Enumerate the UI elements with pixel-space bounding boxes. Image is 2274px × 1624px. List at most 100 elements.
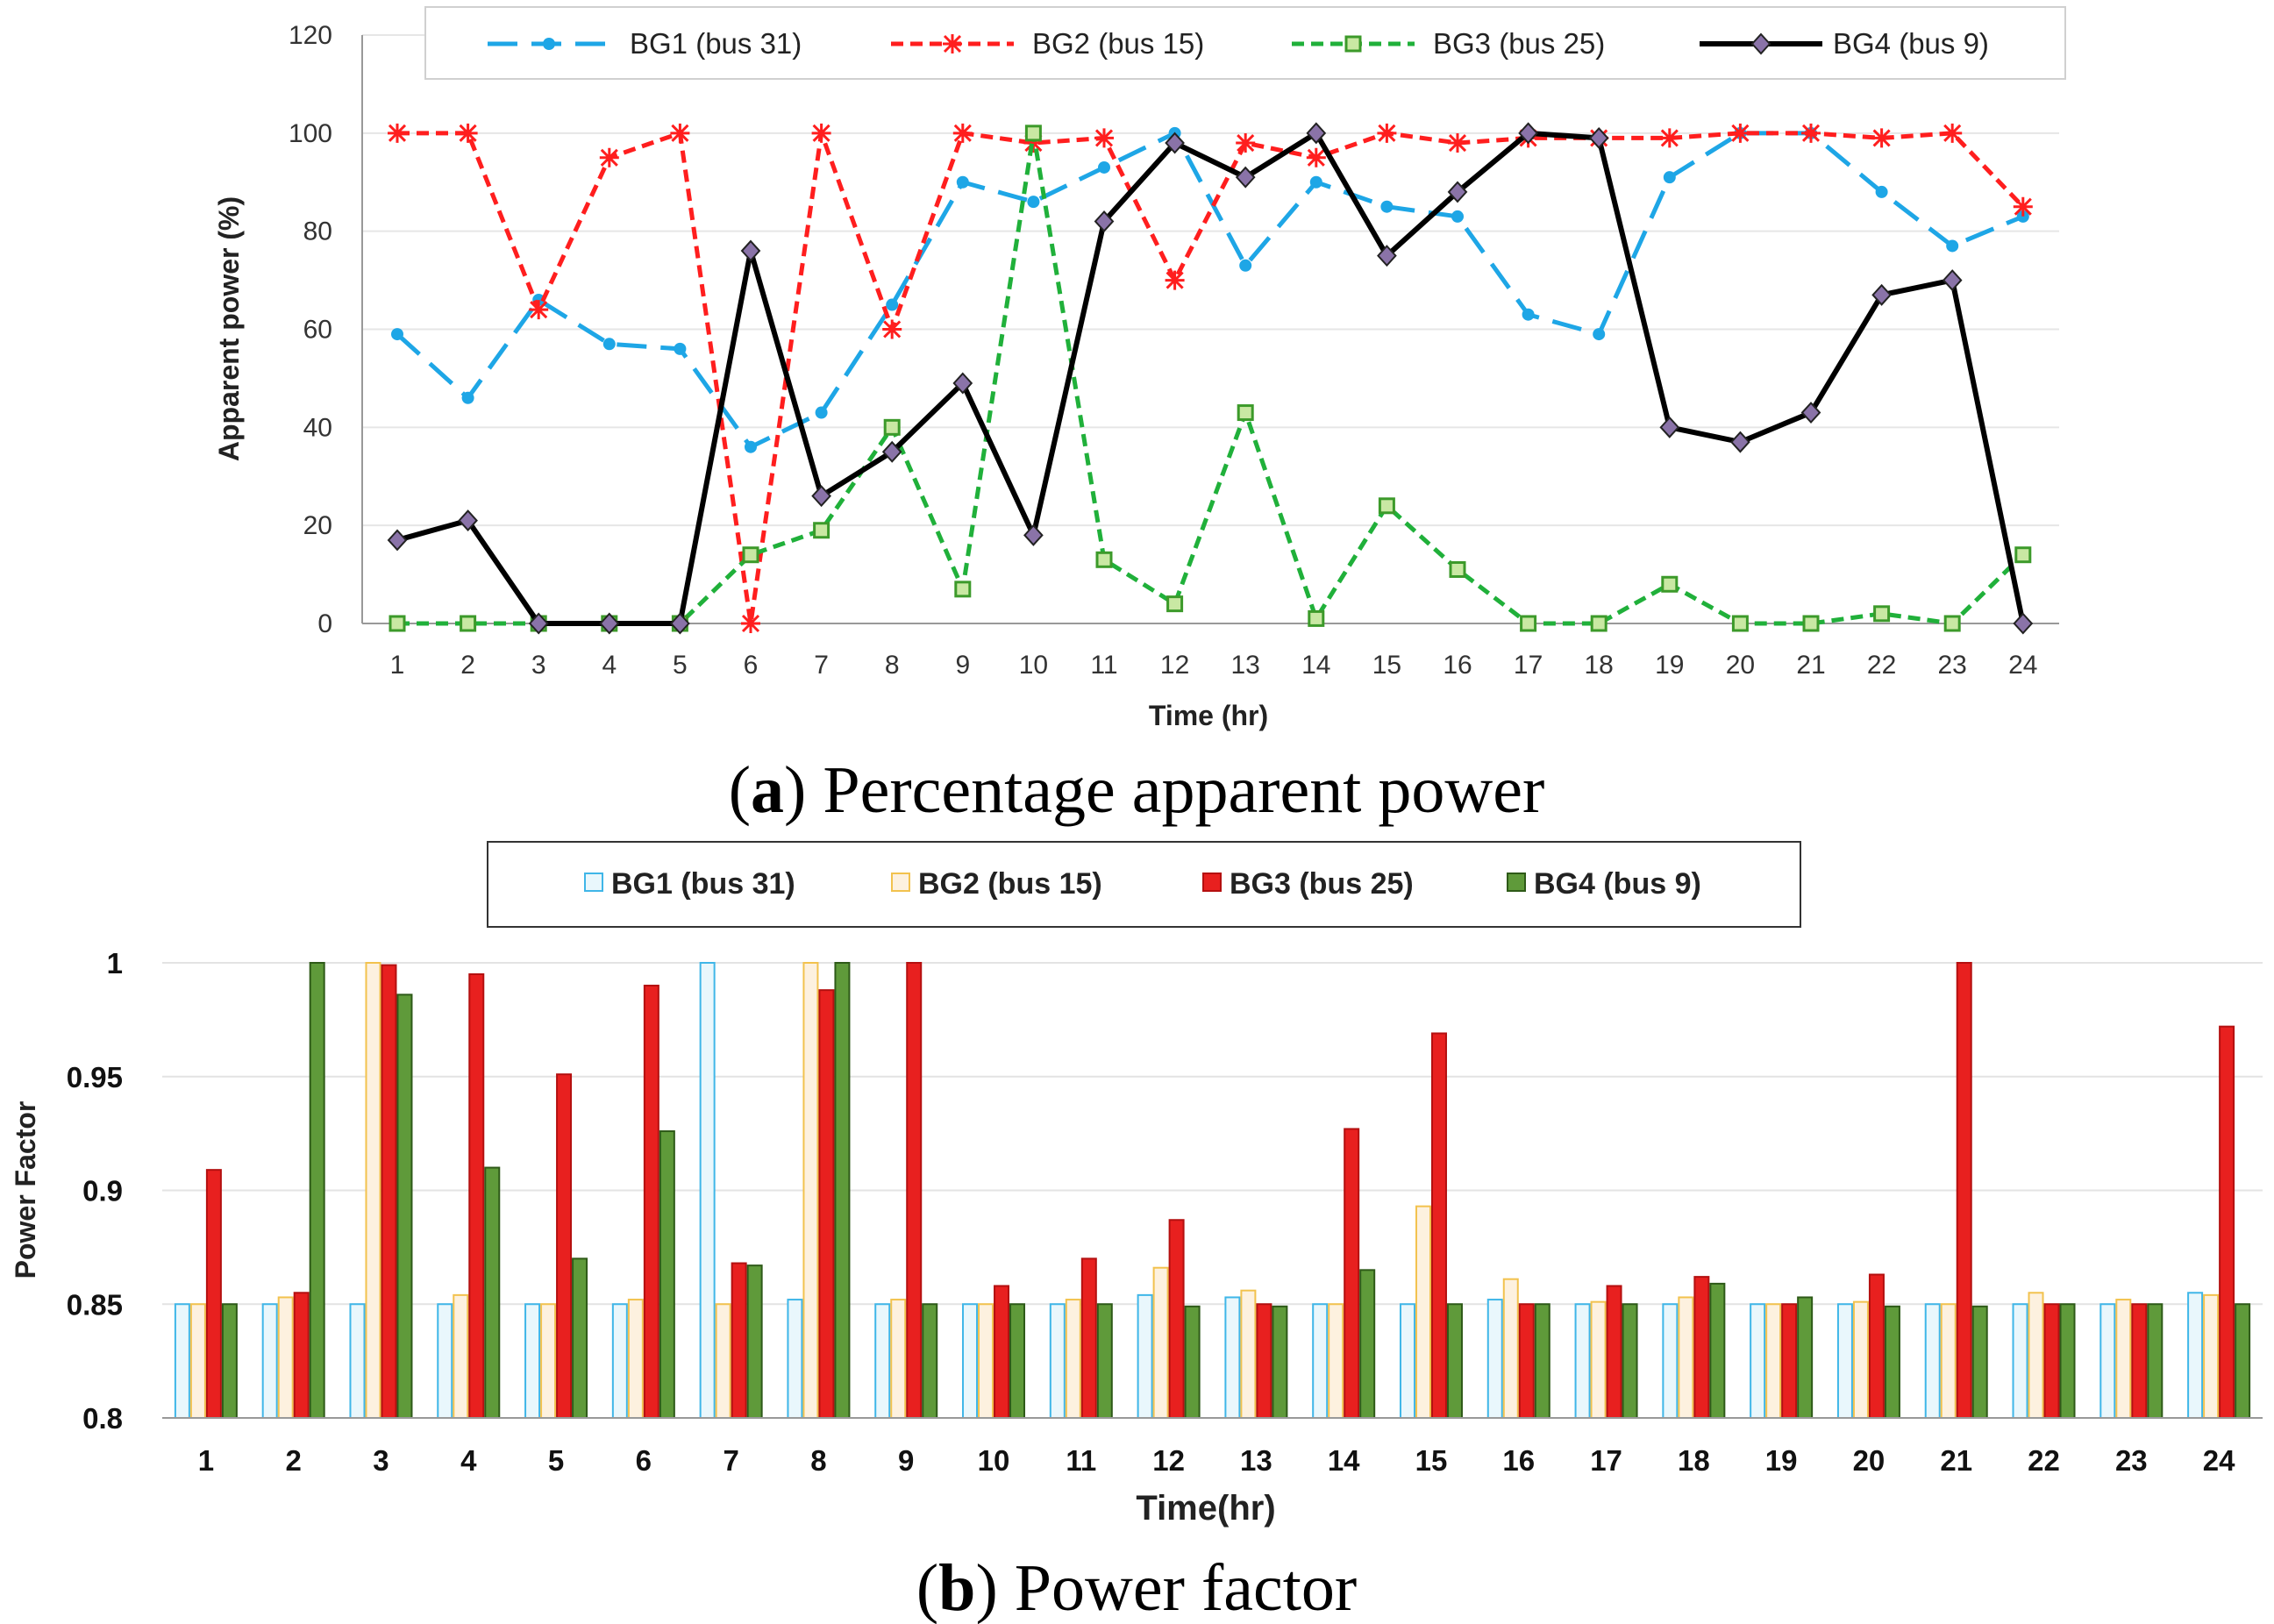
chart-b-bar-2: [1940, 1303, 1957, 1419]
chart-b-bar-2: [2203, 1293, 2220, 1419]
chart-b-bar-3: [2131, 1303, 2148, 1419]
chart-a-data-point: [1451, 210, 1464, 223]
chart-a-legend-label: BG2 (bus 15): [1032, 27, 1204, 60]
chart-b-bar-1: [1750, 1303, 1766, 1419]
chart-b-bar-3: [1606, 1285, 1622, 1419]
chart-a-data-point: [1871, 283, 1892, 306]
chart-b-bar-4: [572, 1257, 588, 1419]
chart-b-bar-2: [2115, 1299, 2132, 1420]
chart-b-bar-4: [922, 1303, 938, 1419]
chart-b-bar-4: [484, 1166, 501, 1420]
chart-b-bar-1: [349, 1303, 366, 1419]
chart-b-bar-1: [1399, 1303, 1415, 1419]
chart-a-data-point: [670, 123, 690, 143]
chart-a-data-point: [811, 123, 831, 143]
chart-a-data-point: [883, 418, 901, 436]
chart-a-x-tick-label: 22: [1867, 651, 1896, 680]
chart-b-bar-4: [2235, 1303, 2251, 1419]
chart-a-y-tick-label: 60: [303, 316, 332, 345]
chart-b-legend-swatch: [584, 873, 603, 892]
chart-b-x-tick-label: 16: [1502, 1444, 1535, 1477]
chart-b-x-tick-label: 7: [723, 1444, 738, 1477]
chart-b-bar-1: [1836, 1303, 1853, 1419]
chart-b-bar-2: [1415, 1205, 1431, 1420]
chart-b-legend-box: [487, 841, 1801, 928]
chart-b-legend-label: BG1 (bus 31): [611, 867, 795, 901]
chart-b-bar-3: [1344, 1128, 1360, 1420]
chart-b-legend-item: BG3 (bus 25): [1202, 867, 1414, 901]
chart-a-data-point: [1800, 402, 1821, 424]
chart-b-bar-2: [1152, 1266, 1169, 1419]
chart-b-bar-1: [261, 1303, 278, 1419]
chart-b-legend-item: BG4 (bus 9): [1507, 867, 1701, 901]
chart-a-data-point: [2013, 612, 2034, 635]
chart-a-data-point: [1802, 615, 1820, 632]
chart-a-data-point: [529, 300, 549, 320]
chart-b-bar-4: [221, 1303, 238, 1419]
chart-a-data-point: [745, 440, 757, 453]
chart-b-bar-3: [1868, 1273, 1885, 1420]
chart-b-bar-1: [1224, 1296, 1241, 1419]
chart-a-x-tick-label: 1: [390, 651, 405, 680]
chart-a-data-point: [740, 239, 761, 262]
chart-a-data-point: [1448, 133, 1467, 153]
chart-b-x-tick-label: 4: [460, 1444, 477, 1477]
chart-b-x-tick-label: 6: [636, 1444, 652, 1477]
chart-b-legend-swatch: [1202, 873, 1222, 892]
chart-a-y-axis-label: Apparent power (%): [213, 196, 245, 461]
chart-b-x-tick-label: 14: [1328, 1444, 1360, 1477]
chart-a-data-point: [1377, 123, 1397, 143]
chart-b-x-tick-label: 2: [286, 1444, 302, 1477]
chart-a-data-point: [461, 391, 474, 404]
chart-a-x-tick-label: 9: [955, 651, 970, 680]
chart-a-data-point: [1447, 181, 1468, 203]
chart-a-data-point: [1306, 122, 1327, 145]
chart-a-data-point: [1588, 126, 1609, 149]
chart-b-bar-2: [189, 1303, 206, 1419]
chart-a-data-point: [1593, 328, 1606, 341]
chart-b-bar-2: [1502, 1278, 1519, 1419]
chart-a-data-point: [1378, 497, 1395, 515]
chart-b-bars: [174, 962, 2251, 1420]
chart-a-data-point: [1380, 200, 1394, 213]
chart-b-bar-2: [1590, 1300, 1607, 1420]
chart-b-x-tick-label: 1: [198, 1444, 214, 1477]
chart-b-bar-4: [1797, 1296, 1814, 1419]
chart-b-bar-4: [2059, 1303, 2076, 1419]
chart-a-data-point: [1943, 615, 1961, 632]
chart-a-data-point: [741, 614, 760, 633]
chart-a-data-point: [1730, 123, 1750, 143]
chart-a-x-tick-label: 12: [1160, 651, 1189, 680]
chart-a-legend-marker: [1750, 32, 1771, 55]
chart-a-x-tick-label: 20: [1726, 651, 1755, 680]
chart-b-bar-2: [802, 962, 819, 1419]
chart-a-data-point: [1659, 416, 1680, 438]
chart-b-bar-4: [1009, 1303, 1026, 1419]
chart-a-data-point: [1659, 128, 1679, 148]
chart-a-data-point: [881, 440, 902, 463]
chart-a-data-point: [387, 529, 408, 552]
chart-a-data-point: [388, 123, 407, 143]
chart-b-bar-2: [453, 1293, 469, 1419]
chart-b-bar-2: [1852, 1300, 1869, 1420]
chart-b-bar-4: [1359, 1269, 1376, 1419]
chart-a-data-point: [813, 522, 830, 539]
chart-a-data-point: [1094, 128, 1114, 148]
chart-a-caption: (a) Percentage apparent power: [729, 753, 1545, 827]
chart-a-x-tick-label: 8: [885, 651, 900, 680]
chart-a-data-point: [956, 175, 969, 189]
chart-a-data-point: [1308, 609, 1325, 627]
chart-b-gridlines: [162, 962, 2263, 1306]
chart-b-bar-3: [1168, 1219, 1185, 1419]
chart-b-bar-4: [1446, 1303, 1463, 1419]
chart-a-series-line: [396, 131, 2024, 450]
chart-b-bar-2: [978, 1303, 994, 1419]
chart-b-bar-3: [1430, 1032, 1447, 1419]
chart-b-bar-4: [1709, 1282, 1726, 1420]
chart-b-bar-3: [293, 1292, 310, 1420]
chart-a-legend-label: BG1 (bus 31): [630, 27, 802, 60]
chart-a-data-point: [1165, 270, 1185, 290]
chart-b-bar-1: [2187, 1292, 2204, 1420]
chart-a-x-tick-label: 4: [602, 651, 617, 680]
